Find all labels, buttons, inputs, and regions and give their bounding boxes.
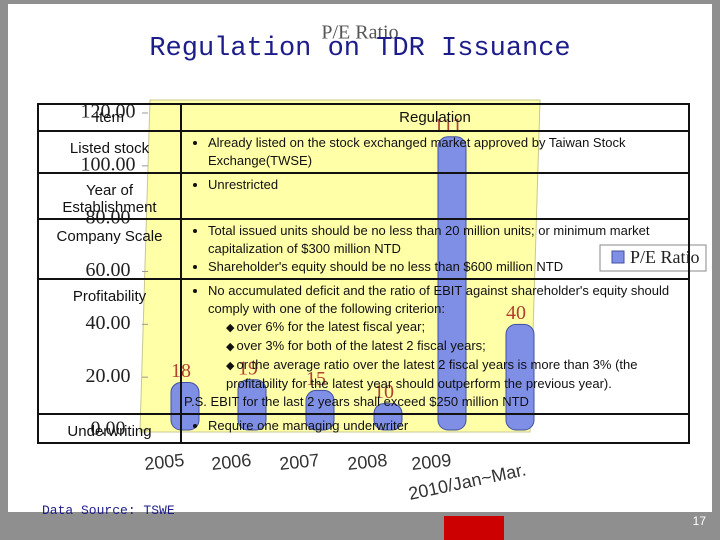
sub-bullet-list: over 6% for the latest fiscal year;over … [208,318,684,393]
bullet: Require one managing underwriter [208,417,684,435]
chart-title: P/E Ratio [321,22,398,44]
header-row: Item Regulation [37,103,690,132]
bullet: No accumulated deficit and the ratio of … [208,282,684,393]
bullet-list: Unrestricted [186,176,684,194]
bullet-list: No accumulated deficit and the ratio of … [186,282,684,393]
table-row: Underwriting Require one managing underwr… [37,413,690,444]
regulation-cell: Already listed on the stock exchanged ma… [180,130,690,174]
slide-title: Regulation on TDR Issuance [149,34,571,64]
x-tick-label: 2006 [210,450,252,474]
page-number: 17 [692,514,706,528]
item-cell: Year of Establishment [37,172,182,220]
header-cell: Regulation [180,103,690,132]
x-tick-label: 2005 [143,450,185,474]
bullet: Unrestricted [208,176,684,194]
sub-bullet: over 3% for both of the latest 2 fiscal … [226,337,684,356]
header-cell: Item [37,103,182,132]
bullet: Total issued units should be no less tha… [208,222,684,258]
regulation-cell: Total issued units should be no less tha… [180,218,690,280]
x-tick-label: 2008 [346,450,388,474]
table-row: Listed stock Already listed on the stock … [37,130,690,174]
bullet-list: Already listed on the stock exchanged ma… [186,134,684,170]
regulation-cell: Require one managing underwriter [180,413,690,444]
item-cell: Company Scale [37,218,182,280]
item-cell: Underwriting [37,413,182,444]
bullet: Shareholder's equity should be no less t… [208,258,684,276]
table-row: ProfitabilityNo accumulated deficit and … [37,278,690,415]
bullet-list: Require one managing underwriter [186,417,684,435]
regulation-cell: No accumulated deficit and the ratio of … [180,278,690,415]
footer-block [444,516,504,540]
regulation-cell: Unrestricted [180,172,690,220]
x-tick-label: 2007 [278,450,320,474]
sub-bullet: or the average ratio over the latest 2 f… [226,356,684,393]
table-row: Year of Establishment Unrestricted [37,172,690,220]
item-cell: Profitability [37,278,182,415]
bullet: Already listed on the stock exchanged ma… [208,134,684,170]
note: P.S. EBIT for the last 2 years shall exc… [184,394,529,409]
data-source: Data Source: TSWE [42,503,175,518]
table-row: Company Scale Total issued units should b… [37,218,690,280]
bullet-list: Total issued units should be no less tha… [186,222,684,276]
sub-bullet: over 6% for the latest fiscal year; [226,318,684,337]
x-tick-label: 2009 [410,450,452,474]
item-cell: Listed stock [37,130,182,174]
